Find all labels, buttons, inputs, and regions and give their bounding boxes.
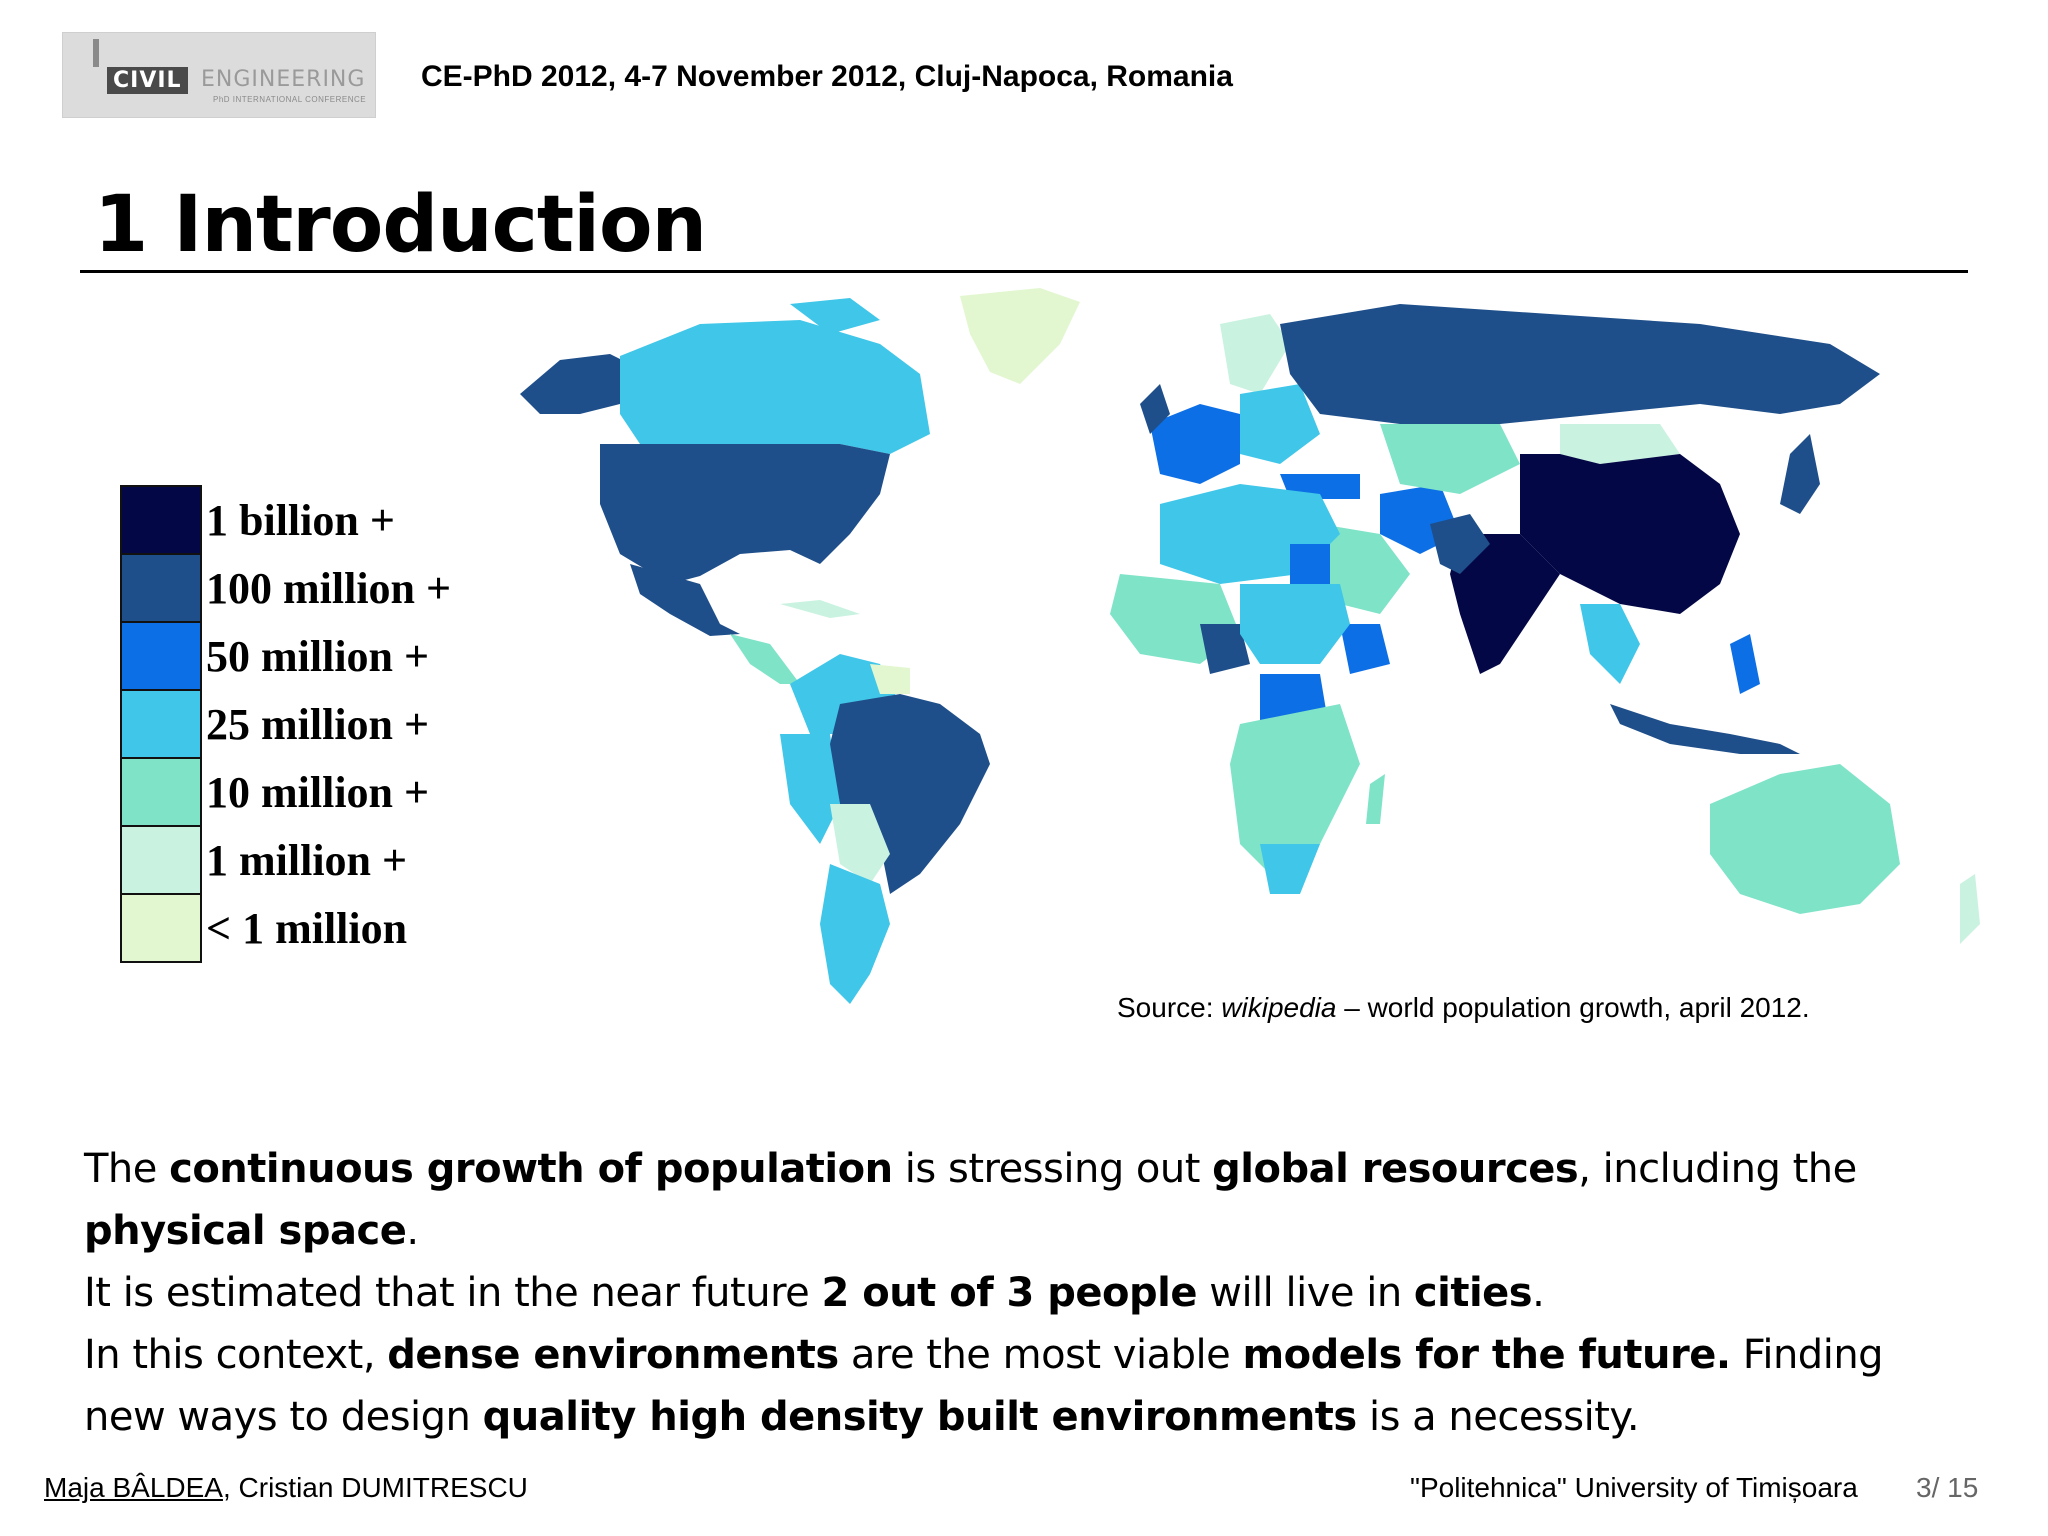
- map-region-south-africa: [1260, 844, 1320, 894]
- text: are the most viable: [838, 1332, 1243, 1378]
- bold-text: global resources: [1212, 1146, 1579, 1192]
- bold-text: quality high density built environments: [482, 1394, 1358, 1440]
- map-region-canada-islands: [790, 298, 880, 334]
- map-region-southern-africa: [1230, 704, 1360, 884]
- map-source-caption: Source: wikipedia – world population gro…: [1117, 992, 1810, 1024]
- legend-swatch: [120, 485, 202, 555]
- map-region-guianas: [870, 664, 910, 694]
- text: will live in: [1197, 1270, 1414, 1316]
- bold-text: physical space: [84, 1208, 407, 1254]
- logo-engineering-text: ENGINEERING: [201, 67, 366, 92]
- map-region-ethiopia: [1340, 624, 1390, 674]
- legend-label: < 1 million: [206, 904, 408, 953]
- map-region-argentina: [820, 864, 890, 1004]
- legend-label: 10 million +: [206, 768, 430, 817]
- legend-label: 1 million +: [206, 836, 408, 885]
- map-region-indonesia: [1610, 704, 1800, 754]
- map-region-arabia: [1320, 524, 1410, 614]
- map-region-peru: [780, 734, 840, 844]
- legend-label: 50 million +: [206, 632, 430, 681]
- map-region-scandinavia: [1220, 314, 1290, 394]
- logo-civil-text: CIVIL: [107, 67, 188, 94]
- legend-swatch: [120, 893, 202, 963]
- map-region-mongolia: [1560, 424, 1680, 464]
- legend-swatch: [120, 621, 202, 691]
- map-region-usa: [600, 444, 890, 584]
- map-region-philippines: [1730, 634, 1760, 694]
- conference-header: CE-PhD 2012, 4-7 November 2012, Cluj-Nap…: [421, 60, 1233, 93]
- logo-mark-icon: [93, 39, 117, 67]
- legend-swatch: [120, 553, 202, 623]
- text: , including the: [1578, 1146, 1857, 1192]
- map-region-alaska: [520, 354, 630, 414]
- map-region-new-zealand: [1960, 874, 1980, 944]
- world-population-map: [520, 288, 1980, 1004]
- logo-subtext: PhD INTERNATIONAL CONFERENCE: [213, 95, 367, 104]
- footer-author-secondary: , Cristian DUMITRESCU: [222, 1472, 528, 1503]
- legend-swatch: [120, 757, 202, 827]
- footer-university: "Politehnica" University of Timișoara: [1410, 1472, 1858, 1503]
- map-region-uk: [1140, 384, 1170, 434]
- map-region-central-africa: [1240, 584, 1350, 664]
- map-region-japan: [1780, 434, 1820, 514]
- body-paragraph: The continuous growth of population is s…: [84, 1138, 1964, 1448]
- map-region-brazil: [830, 694, 990, 894]
- map-region-central-asia: [1380, 424, 1520, 494]
- title-rule: [80, 270, 1968, 273]
- map-region-australia: [1710, 764, 1900, 914]
- bold-text: cities: [1413, 1270, 1533, 1316]
- map-region-eastern-europe: [1240, 384, 1320, 464]
- map-region-southeast-asia: [1580, 604, 1640, 684]
- map-region-central-america: [730, 634, 800, 684]
- sentence-3: In this context, dense environments are …: [84, 1324, 1964, 1448]
- footer-authors: Maja BÂLDEA, Cristian DUMITRESCU: [44, 1472, 528, 1504]
- text: is a necessity.: [1356, 1394, 1640, 1440]
- sentence-1: The continuous growth of population is s…: [84, 1138, 1964, 1262]
- legend-swatch: [120, 825, 202, 895]
- text: .: [1532, 1270, 1545, 1316]
- map-region-india: [1450, 534, 1560, 674]
- text: .: [406, 1208, 419, 1254]
- map-region-nigeria: [1200, 624, 1250, 674]
- bold-text: models for the future.: [1242, 1332, 1731, 1378]
- map-region-madagascar: [1366, 774, 1385, 824]
- map-region-mexico: [630, 564, 740, 636]
- conference-logo: CIVIL ENGINEERING PhD INTERNATIONAL CONF…: [62, 32, 376, 118]
- map-region-china: [1520, 454, 1740, 614]
- map-region-pakistan: [1430, 514, 1490, 574]
- legend-label: 25 million +: [206, 700, 430, 749]
- text: Finding new ways to design: [84, 1332, 1884, 1440]
- map-region-bolivia: [830, 804, 890, 884]
- footer-author-primary: Maja BÂLDEA: [44, 1472, 223, 1503]
- legend-label: 1 billion +: [206, 496, 395, 545]
- map-region-western-europe: [1150, 404, 1240, 484]
- legend-swatch: [120, 689, 202, 759]
- bold-text: dense environments: [387, 1332, 839, 1378]
- map-region-russia: [1280, 304, 1880, 424]
- text: is stressing out: [892, 1146, 1213, 1192]
- map-region-canada: [620, 320, 930, 454]
- map-region-greenland: [960, 288, 1080, 384]
- map-region-egypt: [1290, 544, 1330, 584]
- bold-text: continuous growth of population: [169, 1146, 893, 1192]
- source-prefix: Source:: [1117, 992, 1222, 1023]
- text: It is estimated that in the near future: [84, 1270, 822, 1316]
- source-rest: – world population growth, april 2012.: [1336, 992, 1810, 1023]
- bold-text: 2 out of 3 people: [821, 1270, 1198, 1316]
- source-link: wikipedia: [1221, 992, 1337, 1023]
- legend-label: 100 million +: [206, 564, 452, 613]
- map-region-caribbean: [780, 600, 860, 618]
- page-number: 3/ 15: [1916, 1472, 1979, 1503]
- text: In this context,: [84, 1332, 388, 1378]
- sentence-2: It is estimated that in the near future …: [84, 1262, 1964, 1324]
- slide-title: 1 Introduction: [94, 180, 707, 270]
- text: The: [84, 1146, 170, 1192]
